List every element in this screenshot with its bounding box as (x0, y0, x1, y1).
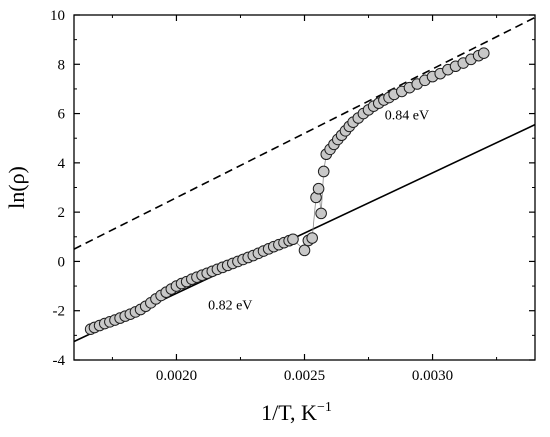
x-tick-label: 0.0030 (412, 368, 453, 384)
axes: -4 -2 0 2 4 6 8 10 0.0020 0.0025 0.0030 0.82 eV 0.84… (50, 8, 536, 384)
y-tick-label: 10 (50, 8, 65, 24)
y-axis-label: ln(ρ) (4, 166, 29, 209)
chart-marks (74, 16, 535, 343)
y-tick-label: 6 (58, 107, 66, 123)
data-connector-line (90, 52, 484, 330)
data-point (306, 232, 318, 244)
x-tick-label: 0.0020 (156, 368, 197, 384)
data-point (287, 233, 299, 246)
slope-annotation: 0.82 eV (208, 298, 252, 313)
y-tick-label: -2 (53, 304, 66, 320)
x-tick-label: 0.0025 (284, 368, 325, 384)
data-point (317, 165, 330, 178)
y-tick-label: -4 (53, 353, 66, 369)
data-point (298, 244, 311, 257)
data-point (477, 47, 490, 59)
chart-labels: ln(ρ) 1/T, K−1 (4, 166, 332, 425)
data-point (312, 182, 325, 195)
x-axis-label: 1/T, K−1 (261, 400, 332, 425)
y-tick-label: 2 (58, 205, 66, 221)
fit-line-dashed (74, 16, 535, 250)
y-tick-label: 4 (58, 156, 66, 172)
y-tick-label: 8 (58, 57, 66, 73)
y-tick-label: 0 (58, 254, 66, 270)
data-point (315, 207, 327, 220)
slope-annotation: 0.84 eV (385, 109, 429, 124)
